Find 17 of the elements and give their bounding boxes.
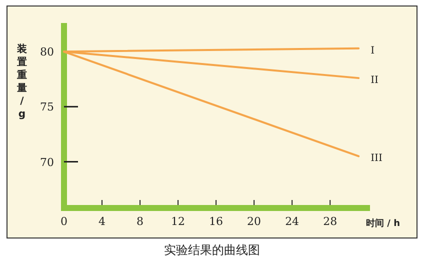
- x-tick-label: 24: [285, 215, 300, 228]
- series-label: I: [370, 45, 375, 56]
- y-tick-label: 80: [40, 46, 54, 59]
- x-tick-label: 20: [247, 215, 262, 228]
- x-tick-label: 8: [136, 215, 144, 228]
- series-label: II: [370, 75, 379, 86]
- x-axis-title: 时间 / h: [366, 218, 400, 229]
- y-tick-label: 75: [40, 100, 54, 114]
- x-tick-label: 4: [98, 215, 106, 228]
- series-label: III: [370, 153, 382, 164]
- y-tick-label: 70: [40, 156, 54, 169]
- y-axis-title: 装置重量/g: [16, 43, 28, 120]
- text: 实验结果的曲线图: [164, 243, 260, 257]
- x-tick-label: 0: [60, 215, 68, 228]
- x-tick-label: 28: [323, 215, 338, 228]
- x-tick-label: 12: [171, 215, 186, 228]
- x-tick-label: 16: [209, 215, 224, 228]
